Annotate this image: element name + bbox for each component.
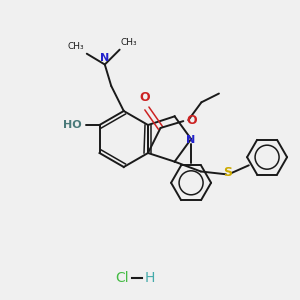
Text: CH₃: CH₃ xyxy=(67,42,84,51)
Text: CH₃: CH₃ xyxy=(121,38,137,47)
Text: HO: HO xyxy=(63,120,82,130)
Text: Cl: Cl xyxy=(115,271,129,285)
Text: S: S xyxy=(224,166,232,179)
Text: N: N xyxy=(100,52,110,62)
Text: H: H xyxy=(145,271,155,285)
Text: N: N xyxy=(187,135,196,145)
Text: O: O xyxy=(140,92,150,104)
Text: O: O xyxy=(186,114,197,127)
